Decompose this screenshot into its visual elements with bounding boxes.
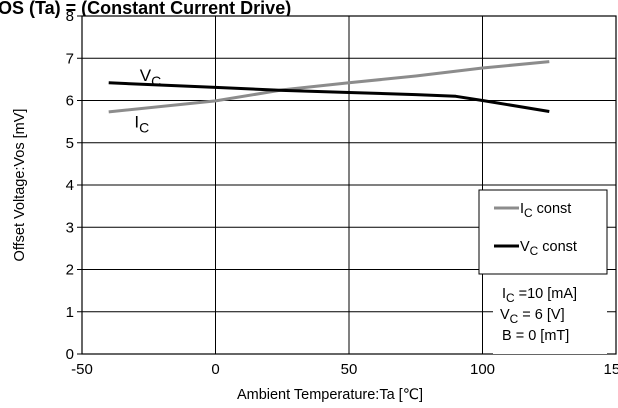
condition-0-rest: =10 [mA] — [515, 286, 577, 302]
legend-label-0-rest: const — [533, 201, 572, 217]
plot-frame — [81, 15, 617, 355]
x-axis-label: Ambient Temperature:Ta [℃] — [237, 387, 423, 403]
header-fragment: OS (Ta) = (Constant Current Drive) — [0, 0, 291, 18]
condition-1-main: V — [500, 307, 510, 323]
x-tick-label: 100 — [470, 361, 495, 378]
condition-1: VC = 6 [V] — [500, 307, 565, 326]
y-tick-label: 3 — [66, 219, 74, 236]
y-tick-label: 6 — [66, 93, 74, 110]
curve-label-1-main: I — [134, 113, 139, 132]
series-line-0 — [108, 60, 550, 114]
condition-0-main: I — [502, 286, 506, 302]
series-line-1 — [108, 81, 550, 113]
y-tick-label: 0 — [66, 346, 74, 363]
condition-0: IC =10 [mA] — [502, 286, 577, 305]
condition-2-rest: = 0 [mT] — [512, 328, 570, 344]
ticks: -50050100150012345678 — [66, 8, 618, 378]
legend-label-1-rest: const — [538, 239, 577, 255]
y-tick-label: 7 — [66, 50, 74, 67]
series-layer — [108, 60, 550, 114]
legend-label-0-main: I — [520, 201, 524, 217]
y-axis-label: Offset Voltage:Vos [mV] — [12, 109, 28, 262]
grid — [82, 16, 616, 354]
legend-label-0: IC const — [520, 201, 571, 220]
conditions-box: IC =10 [mA] VC = 6 [V] B = 0 [mT] — [493, 278, 607, 354]
condition-2: B = 0 [mT] — [502, 328, 569, 344]
legend-label-0-sub: C — [524, 206, 533, 220]
x-tick-label: 0 — [211, 361, 219, 378]
y-tick-label: 8 — [66, 8, 74, 25]
legend-box — [478, 189, 608, 275]
curve-label-1-sub: C — [139, 119, 149, 135]
curve-label-0-sub: C — [151, 73, 161, 89]
legend-label-1-sub: C — [530, 244, 539, 258]
curve-label-0-main: V — [140, 66, 152, 85]
y-tick-label: 1 — [66, 304, 74, 321]
x-tick-label: -50 — [71, 361, 93, 378]
x-tick-label: 50 — [341, 361, 358, 378]
curve-label-0: VC — [140, 66, 161, 89]
curve-label-1: IC — [134, 113, 149, 136]
y-tick-label: 5 — [66, 135, 74, 152]
legend-label-1-main: V — [520, 239, 530, 255]
y-tick-label: 4 — [66, 177, 74, 194]
legend-label-1: VC const — [520, 239, 577, 258]
y-tick-label: 2 — [66, 262, 74, 279]
condition-1-sub: C — [510, 312, 519, 326]
condition-2-main: B — [502, 328, 512, 344]
condition-0-sub: C — [506, 291, 515, 305]
condition-1-rest: = 6 [V] — [518, 307, 564, 323]
x-tick-label: 150 — [603, 361, 618, 378]
conditions-bg — [493, 278, 607, 354]
